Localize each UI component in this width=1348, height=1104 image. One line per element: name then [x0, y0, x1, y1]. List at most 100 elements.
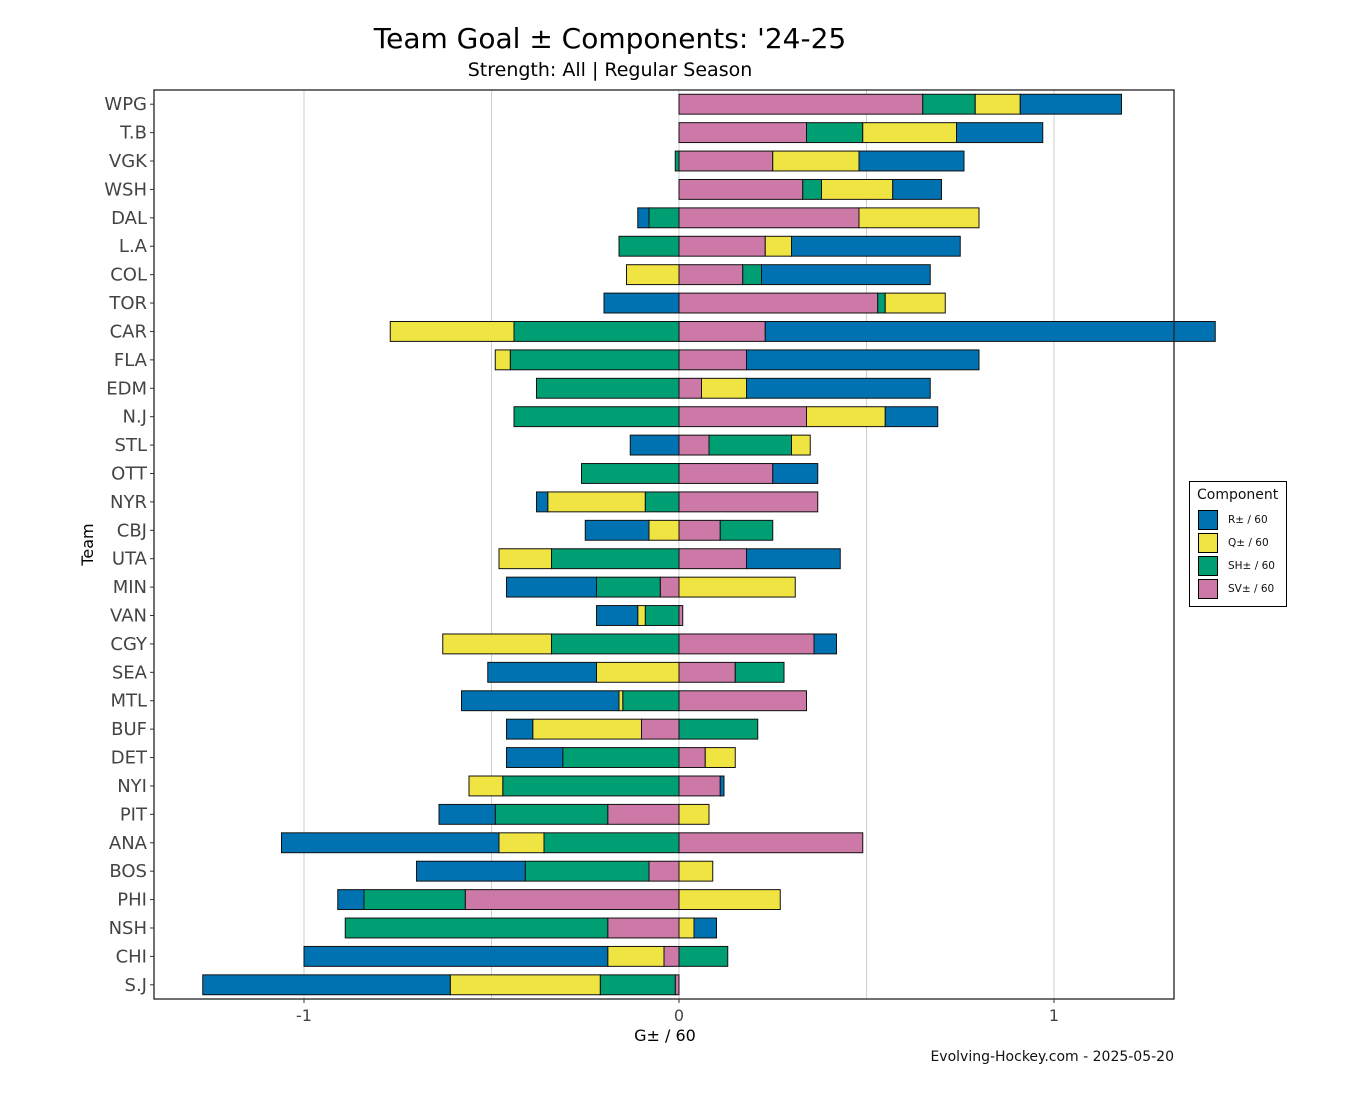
- bar-segment: [813, 633, 837, 655]
- chart-caption: Evolving-Hockey.com - 2025-05-20: [930, 1049, 1174, 1065]
- bar-segment: [449, 974, 601, 996]
- chart-title: Team Goal ± Components: '24-25: [373, 22, 847, 55]
- bar-segment: [622, 690, 680, 712]
- bar-segment: [734, 661, 785, 683]
- bar-segment: [543, 832, 680, 854]
- x-tick-label: -1: [296, 1006, 312, 1025]
- bar-segment: [678, 605, 684, 626]
- bar-segment: [678, 747, 706, 768]
- bar-segment: [678, 292, 879, 314]
- bar-segment: [509, 349, 680, 371]
- bar-segment: [761, 264, 931, 286]
- bar-segment: [506, 576, 597, 598]
- bar-segment: [884, 292, 946, 314]
- y-tick-label: L.A: [119, 236, 148, 257]
- bar-segment: [498, 548, 552, 570]
- bar-segment: [746, 548, 841, 570]
- legend-item: SV± / 60: [1198, 579, 1288, 601]
- y-tick-label: SEA: [112, 662, 148, 683]
- bar-segment: [862, 122, 957, 144]
- bar-segment: [678, 917, 695, 939]
- bar-segment: [974, 93, 1021, 115]
- bar-segment: [596, 605, 639, 626]
- bar-segment: [644, 491, 680, 513]
- bar-segment: [746, 349, 980, 371]
- bar-segment: [678, 207, 860, 229]
- y-tick-label: MIN: [113, 577, 147, 598]
- y-tick-label: CHI: [116, 946, 147, 967]
- y-tick-label: WPG: [104, 94, 147, 115]
- bar-segment: [532, 718, 642, 740]
- bar-segment: [644, 605, 680, 626]
- bar-segment: [596, 576, 661, 598]
- bar-segment: [603, 292, 680, 314]
- y-tick-label: OTT: [111, 463, 148, 484]
- y-tick-label: COL: [110, 265, 147, 286]
- bar-segment: [772, 463, 819, 484]
- bar-segment: [551, 548, 680, 570]
- bar-segment: [1019, 93, 1122, 115]
- legend-swatch: [1198, 510, 1218, 530]
- bar-segment: [618, 690, 624, 712]
- bar-segment: [693, 917, 717, 939]
- bar-segment: [742, 264, 762, 286]
- legend-swatch: [1198, 556, 1218, 576]
- y-tick-label: CAR: [110, 321, 147, 342]
- bar-segment: [678, 945, 729, 967]
- bar-segment: [607, 945, 665, 967]
- bar-segment: [678, 690, 807, 712]
- bar-segment: [678, 235, 766, 257]
- bar-segment: [637, 605, 646, 626]
- bar-segment: [536, 491, 549, 513]
- y-tick-label: NSH: [109, 918, 147, 939]
- bar-segment: [806, 406, 886, 428]
- bar-segment: [678, 633, 815, 655]
- bar-segment: [764, 235, 792, 257]
- y-tick-label: CBJ: [117, 520, 147, 541]
- bar-segment: [513, 406, 680, 428]
- bar-segment: [708, 434, 792, 456]
- bar-segment: [678, 349, 747, 371]
- bar-segment: [701, 377, 747, 399]
- y-tick-label: STL: [115, 435, 147, 456]
- bar-segment: [678, 150, 774, 172]
- bar-segment: [551, 633, 680, 655]
- bar-segment: [704, 747, 736, 768]
- legend-label: SH± / 60: [1228, 560, 1275, 572]
- x-tick-label: 0: [674, 1006, 684, 1025]
- bar-segment: [584, 519, 650, 541]
- bar-segment: [648, 207, 680, 229]
- y-tick-label: MTL: [110, 691, 147, 712]
- bar-segment: [596, 661, 680, 683]
- legend-label: Q± / 60: [1228, 537, 1269, 549]
- plot-panel-border: [153, 89, 1175, 1000]
- bar-segment: [513, 321, 680, 342]
- y-tick-label: VGK: [109, 151, 148, 172]
- bar-segment: [524, 860, 650, 882]
- y-tick-label: TOR: [108, 293, 147, 314]
- bar-segment: [506, 747, 564, 768]
- x-axis-label: G± / 60: [634, 1026, 696, 1045]
- bar-segment: [678, 832, 864, 854]
- bar-segment: [648, 519, 680, 541]
- bar-segment: [678, 889, 781, 911]
- bar-segment: [802, 178, 822, 200]
- y-tick-label: NYR: [110, 492, 147, 513]
- bar-segment: [502, 775, 680, 797]
- bar-segment: [618, 235, 680, 257]
- bar-segment: [581, 463, 680, 484]
- bar-segment: [648, 860, 680, 882]
- bar-segment: [678, 122, 807, 144]
- bar-segment: [746, 377, 931, 399]
- y-tick-label: T.B: [119, 123, 147, 144]
- bar-segment: [468, 775, 504, 797]
- legend-item: Q± / 60: [1198, 533, 1288, 555]
- y-tick-label: EDM: [106, 378, 147, 399]
- legend-label: SV± / 60: [1228, 583, 1275, 595]
- bar-segment: [877, 292, 886, 314]
- legend-title: Component: [1197, 487, 1279, 503]
- bar-segment: [678, 576, 796, 598]
- bar-segment: [821, 178, 894, 200]
- bar-segment: [344, 917, 609, 939]
- x-tick-label: 1: [1049, 1006, 1059, 1025]
